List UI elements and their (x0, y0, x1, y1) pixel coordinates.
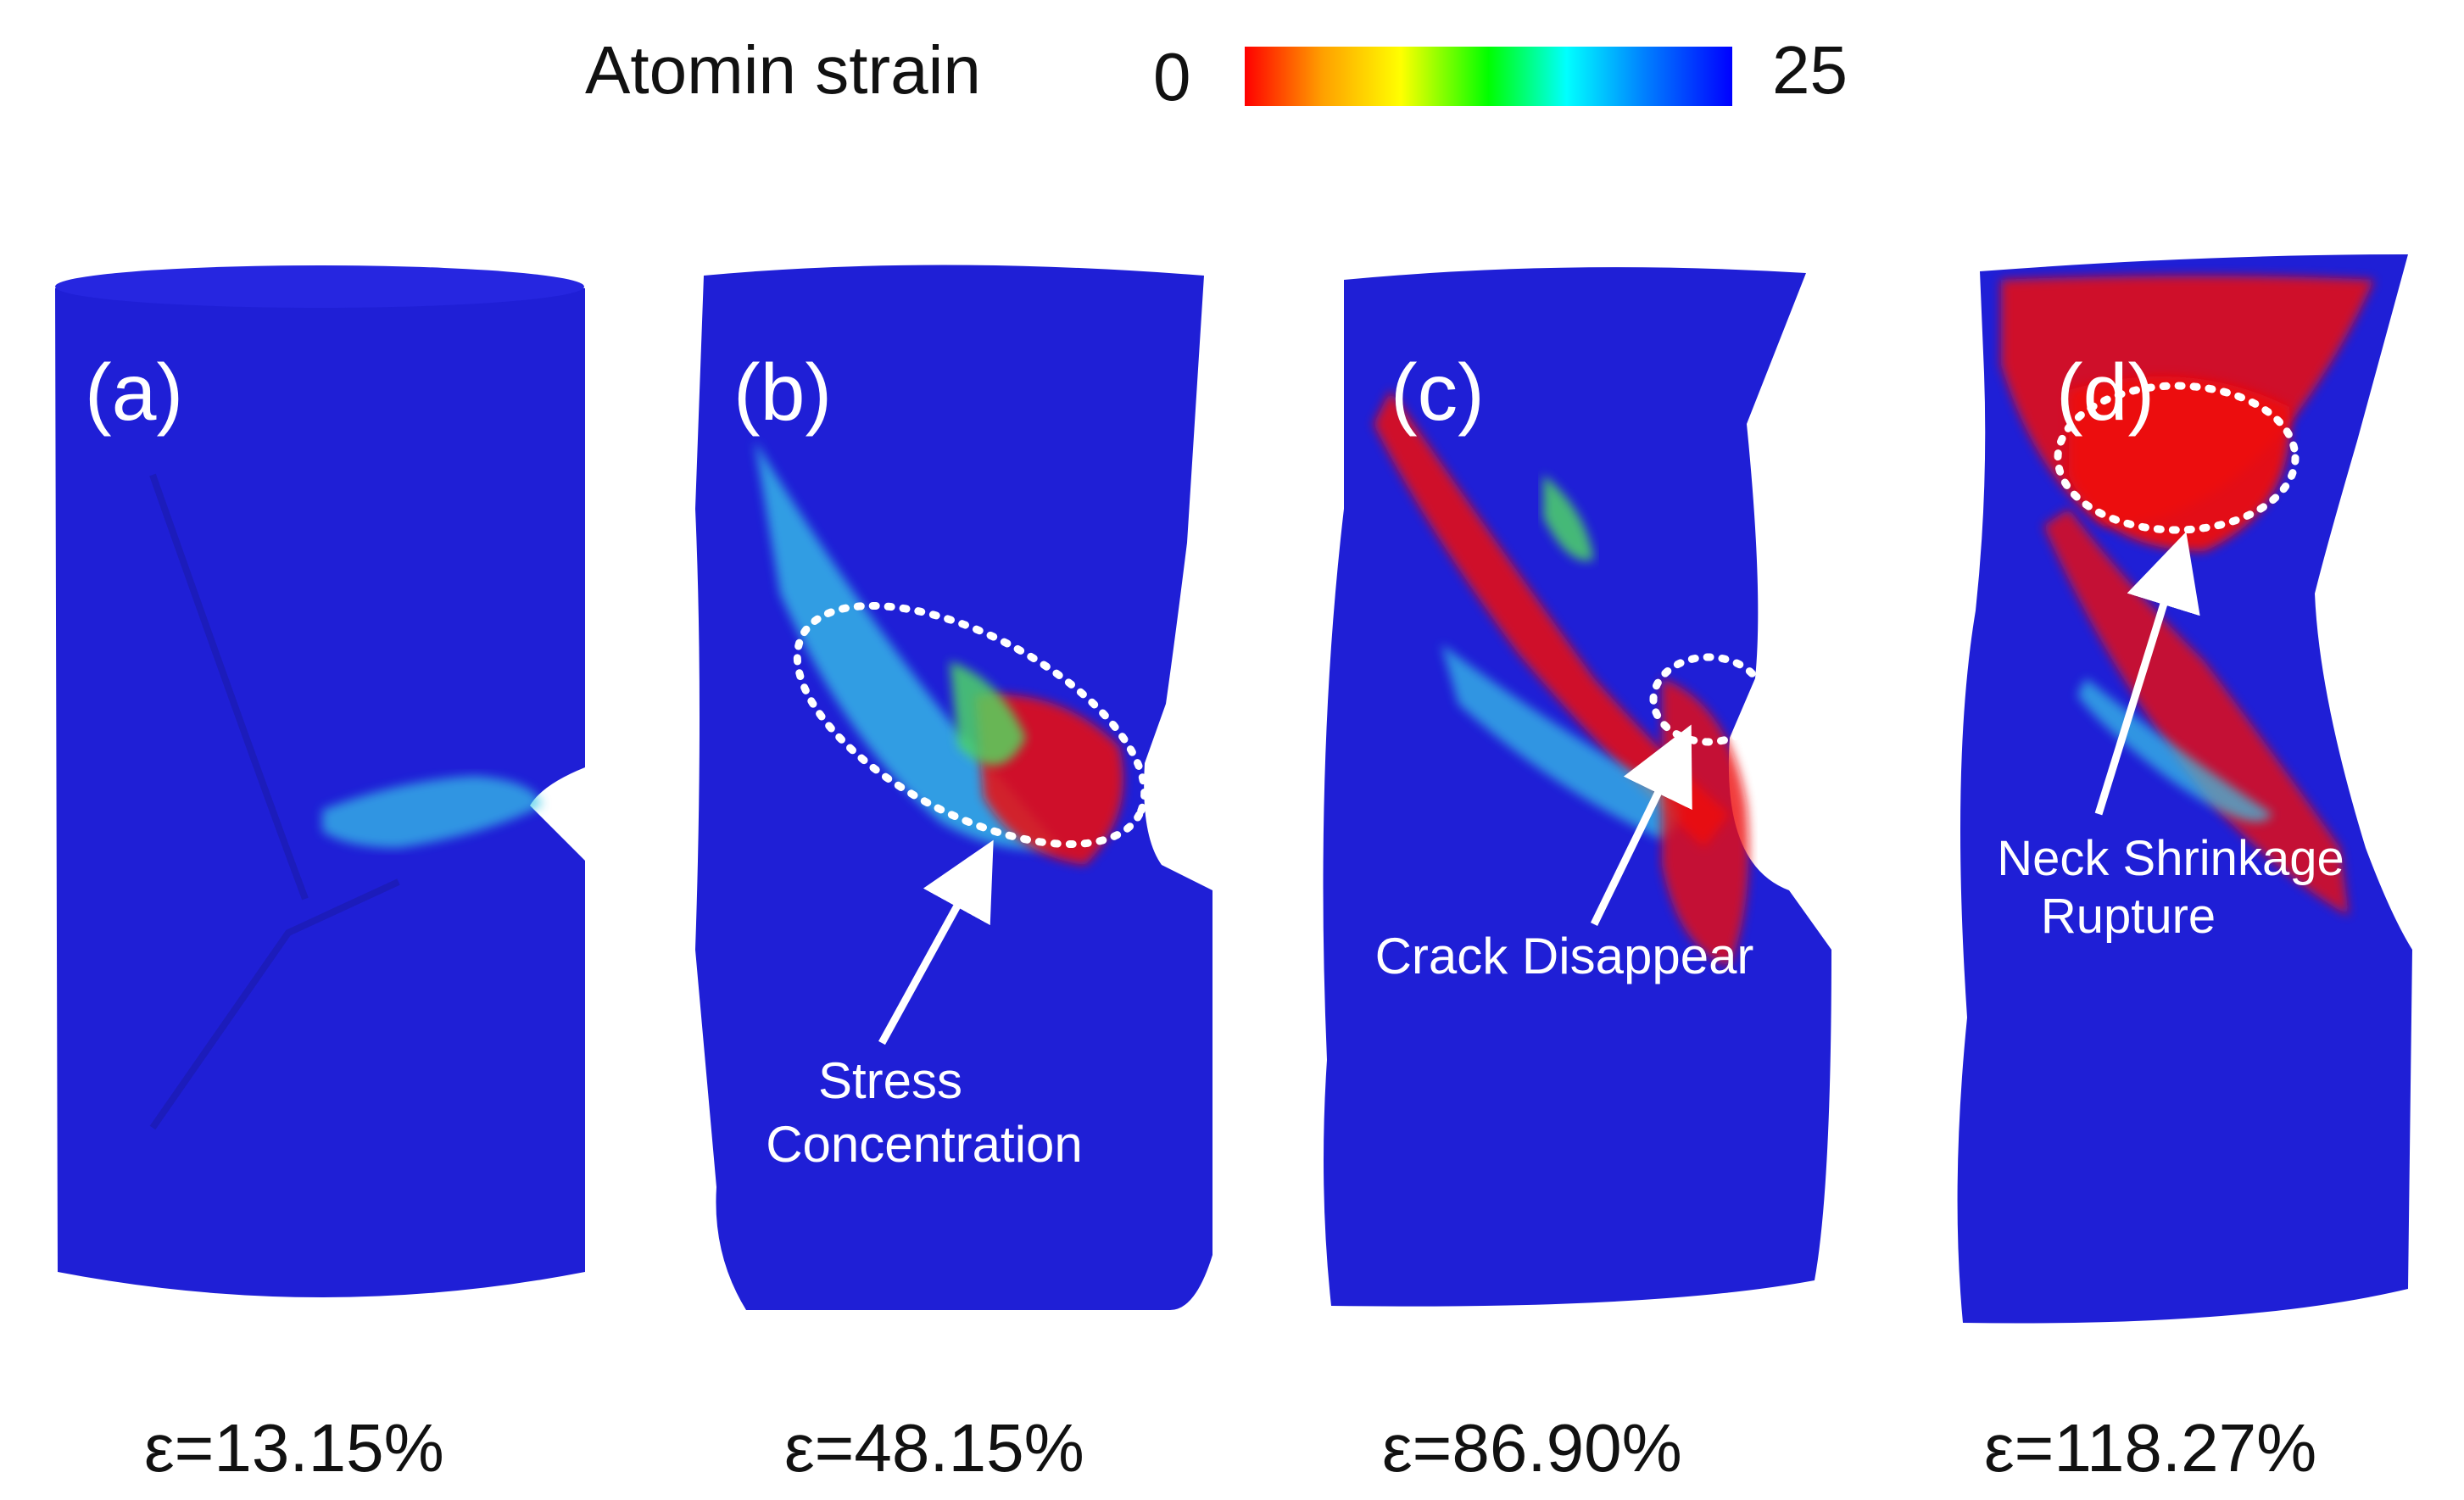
colorbar-label: Atomin strain (585, 32, 981, 108)
panel-letter-c: (c) (1391, 348, 1485, 438)
annotation-b-line2: Concentration (766, 1116, 1083, 1173)
annotation-c-line1: Crack Disappear (1375, 928, 1754, 984)
arrow-b (878, 839, 994, 1046)
panel-letter-b: (b) (733, 348, 832, 438)
panel-d: (d) Neck Shrinkage Rupture ε=118.27% (1957, 254, 2412, 1486)
highlight-ellipse-c (1649, 653, 1768, 746)
panel-a: (a) ε=13.15% (55, 265, 585, 1486)
colorbar-gradient (1245, 47, 1732, 106)
band-green-b (950, 661, 1026, 766)
band-cyan-b (755, 441, 1060, 850)
arrow-d (2094, 532, 2200, 816)
specimen-a-top (55, 265, 584, 308)
crack-zone-a (322, 776, 543, 848)
band-red-d-neck (2069, 376, 2290, 551)
annotation-b-line1: Stress (818, 1052, 962, 1109)
highlight-ellipse-d (2054, 382, 2300, 534)
band-cyan-c (1441, 644, 1679, 839)
annotation-d-line1: Neck Shrinkage (1997, 831, 2344, 886)
panel-letter-d: (d) (2056, 348, 2155, 438)
specimen-a (55, 273, 585, 1297)
strain-label-c: ε=86.90% (1382, 1410, 1682, 1486)
strain-label-d: ε=118.27% (1984, 1410, 2316, 1486)
panel-c: (c) Crack Disappear ε=86.90% (1323, 267, 1831, 1486)
panel-letter-a: (a) (85, 348, 183, 438)
panel-b: (b) Stress Concentration ε=48.15% (695, 265, 1212, 1486)
colorbar: Atomin strain 0 25 (585, 32, 1848, 114)
annotation-d-line2: Rupture (2041, 889, 2216, 944)
colorbar-max-label: 25 (1772, 32, 1848, 108)
band-green-c (1543, 475, 1594, 561)
colorbar-min-label: 0 (1153, 39, 1191, 114)
shear-line-a (149, 473, 400, 1130)
strain-label-a: ε=13.15% (144, 1410, 444, 1486)
strain-label-b: ε=48.15% (784, 1410, 1084, 1486)
highlight-ellipse-b (793, 601, 1149, 849)
arrow-c (1590, 724, 1692, 926)
